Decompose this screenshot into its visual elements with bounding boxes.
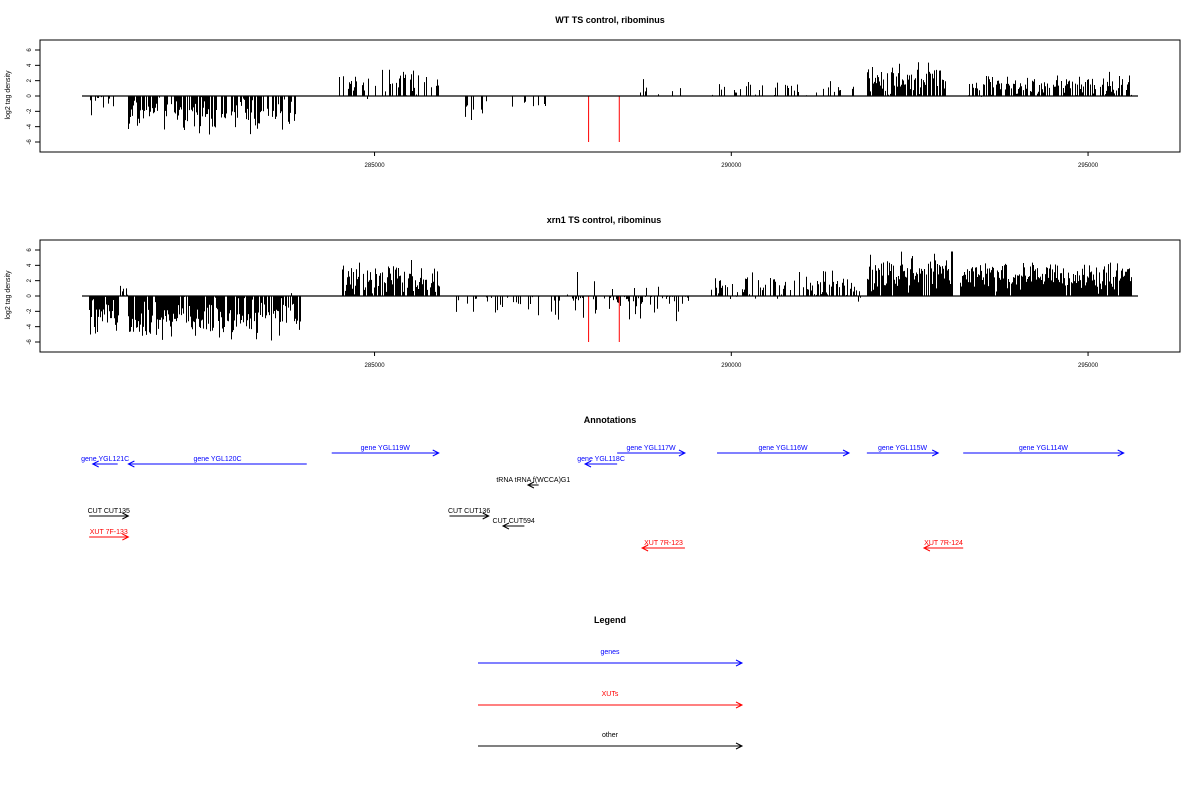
wt-y-tick-label: 2 [27, 78, 33, 82]
xrn1-x-tick-label: 285000 [365, 363, 386, 369]
legend-label: genes [600, 649, 620, 656]
annotation-arrow-head [127, 460, 135, 468]
xrn1-x-tick-label: 295000 [1078, 363, 1099, 369]
annotation-label: XUT 7R-124 [924, 540, 963, 547]
xrn1-panel-title: xrn1 TS control, ribominus [547, 215, 662, 225]
annotation-label: XUT 7R-123 [644, 540, 683, 547]
annotation-arrow-head [432, 449, 440, 457]
xrn1-y-tick-label: -4 [27, 323, 33, 329]
annotation-feature: gene YGL116W [717, 445, 851, 457]
annotation-feature: tRNA tRNA f(WCCA)G1 [496, 477, 570, 489]
annotation-label: CUT CUT594 [493, 518, 535, 525]
xrn1-y-tick-label: 6 [27, 248, 33, 252]
annotation-feature: gene YGL115W [866, 445, 940, 457]
legend-arrow-head [735, 742, 744, 750]
annotation-feature: gene YGL117W [617, 445, 687, 457]
legend: Legend genes XUTs other [478, 615, 744, 750]
wt-y-tick-label: 4 [27, 63, 33, 67]
annotation-arrow-head [122, 512, 130, 520]
annotation-label: gene YGL116W [758, 445, 808, 452]
annotation-features: gene YGL121C gene YGL120C gene YGL119W gene… [81, 445, 1125, 552]
wt-y-tick-label: -6 [27, 139, 33, 145]
annotation-feature: XUT 7F-133 [89, 529, 130, 541]
annotation-arrow-head [583, 460, 592, 468]
xrn1-markers [588, 296, 620, 342]
legend-label: XUTs [602, 691, 619, 698]
xrn1-x-tick-label: 290000 [721, 363, 742, 369]
annotation-label: gene YGL114W [1019, 445, 1069, 452]
wt-y-tick-label: -2 [27, 108, 33, 114]
legend-item-other: other [478, 732, 744, 750]
xrn1-y-tick-label: 0 [27, 294, 33, 298]
legend-item-xut: XUTs [478, 691, 744, 709]
wt-panel: WT TS control, ribominus log2 tag densit… [5, 15, 1181, 169]
annotation-arrow-head [678, 449, 687, 457]
annotation-arrow-head [526, 481, 535, 489]
annotation-feature: gene YGL118C [577, 456, 625, 468]
annotation-arrow-head [931, 449, 940, 457]
annotation-label: gene YGL121C [81, 456, 129, 463]
annotation-label: CUT CUT135 [88, 508, 130, 515]
annotation-feature: XUT 7R-124 [922, 540, 964, 552]
xrn1-density-bars [89, 251, 1132, 341]
annotation-label: gene YGL115W [878, 445, 928, 452]
legend-items: genes XUTs other [478, 649, 744, 750]
xrn1-panel: xrn1 TS control, ribominus log2 tag dens… [5, 215, 1181, 369]
wt-density-bars [90, 62, 1132, 135]
xrn1-y-tick-label: 2 [27, 278, 33, 282]
annotation-label: gene YGL120C [193, 456, 241, 463]
annotation-feature: gene YGL120C [127, 456, 307, 468]
wt-x-tick-label: 285000 [365, 163, 386, 169]
wt-x-tick-label: 295000 [1078, 163, 1099, 169]
xrn1-y-tick-label: 4 [27, 263, 33, 267]
annotation-label: tRNA tRNA f(WCCA)G1 [496, 477, 570, 484]
annotation-feature: CUT CUT135 [88, 508, 130, 520]
wt-x-tick-label: 290000 [721, 163, 742, 169]
wt-y-tick-label: 6 [27, 48, 33, 52]
annotation-arrow-head [482, 512, 490, 520]
legend-arrow-head [735, 701, 744, 709]
annotation-arrow-head [842, 449, 851, 457]
annotation-arrow-head [122, 533, 130, 541]
annotation-label: XUT 7F-133 [90, 529, 128, 536]
annotation-label: gene YGL119W [361, 445, 411, 452]
annotation-feature: gene YGL121C [81, 456, 129, 468]
xrn1-y-axis-label: log2 tag density [5, 270, 12, 320]
annotation-feature: gene YGL119W [331, 445, 440, 457]
annotation-arrow-head [91, 460, 99, 468]
wt-y-axis-label: log2 tag density [5, 70, 12, 120]
annotation-label: CUT CUT136 [448, 508, 490, 515]
annotation-arrow-head [922, 544, 931, 552]
annotation-label: gene YGL117W [626, 445, 676, 452]
annotations-track: Annotations gene YGL121C gene YGL120Cgene… [81, 415, 1125, 552]
wt-y-tick-label: -4 [27, 123, 33, 129]
annotation-label: gene YGL118C [577, 456, 625, 463]
annotations-title: Annotations [584, 415, 637, 425]
annotation-feature: CUT CUT594 [493, 518, 535, 530]
wt-panel-title: WT TS control, ribominus [555, 15, 665, 25]
annotation-feature: CUT CUT136 [448, 508, 490, 520]
legend-arrow-head [735, 659, 744, 667]
legend-label: other [602, 732, 619, 739]
wt-axes: 6 4 2 0 -2 -4 -6 285000 290000 295000 [27, 48, 1099, 169]
xrn1-axes: 6 4 2 0 -2 -4 -6 285000 290000 295000 [27, 248, 1099, 369]
annotation-feature: gene YGL114W [963, 445, 1125, 457]
xrn1-y-tick-label: -6 [27, 339, 33, 345]
annotation-feature: XUT 7R-123 [640, 540, 685, 552]
legend-title: Legend [594, 615, 626, 625]
annotation-arrow-head [501, 522, 510, 530]
annotation-arrow-head [1117, 449, 1125, 457]
annotation-arrow-head [640, 544, 649, 552]
wt-markers [588, 96, 620, 142]
wt-y-tick-label: 0 [27, 94, 33, 98]
xrn1-y-tick-label: -2 [27, 308, 33, 314]
legend-item-gene: genes [478, 649, 744, 667]
